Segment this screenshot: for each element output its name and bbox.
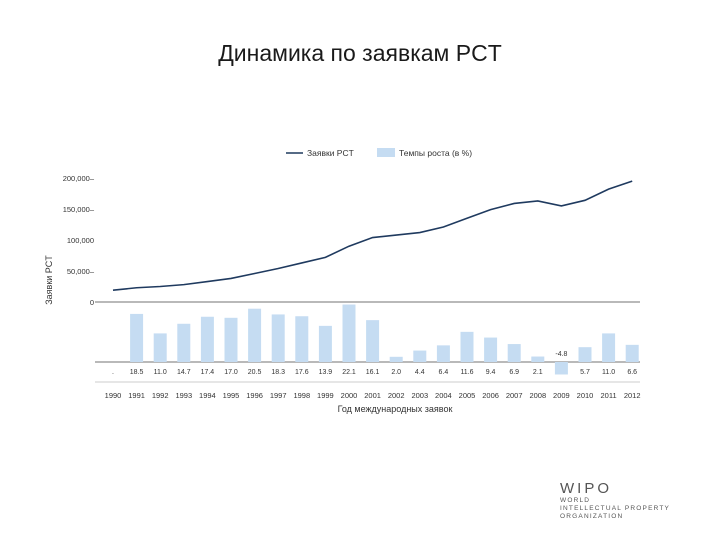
slide-title: Динамика по заявкам PCT [218,40,502,66]
wipo-logo-line-3: ORGANIZATION [560,513,624,520]
growth-bar [318,325,332,362]
bar-value-label: 17.0 [224,369,238,376]
bar-value-label: -4.8 [555,351,567,358]
bar-value-label: 22.1 [342,369,356,376]
bar-value-label: 11.6 [460,369,473,376]
year-label: 2011 [601,391,617,400]
growth-bar [295,316,309,362]
bar-value-label: 13.9 [319,369,333,376]
wipo-logo-line-1: WORLD [560,497,591,504]
bar-value-label: . [112,369,114,376]
bar-value-label: 6.4 [439,369,449,376]
growth-bar [554,362,568,375]
growth-bars [130,304,639,375]
year-label: 2012 [624,391,641,400]
bar-value-label: 18.3 [271,369,285,376]
bar-value-label: 17.4 [201,369,215,376]
applications-line-path [112,180,633,292]
year-label: 2008 [529,391,546,400]
bar-value-label: 17.6 [295,369,309,376]
bar-value-label: 11.0 [602,369,615,376]
growth-bar [177,323,191,362]
bar-value-label: 16.1 [366,369,380,376]
year-label: 2002 [388,391,405,400]
growth-bar [460,331,474,362]
chart-legend: Заявки PCT Темпы роста (в %) [286,148,472,158]
bar-value-label: 9.4 [486,369,496,376]
year-label: 2005 [459,391,476,400]
bar-value-label: 4.4 [415,369,425,376]
year-label: 1991 [128,391,145,400]
y-tick-label: 150,000– [63,205,95,214]
legend-label-applications: Заявки PCT [307,148,354,158]
year-label: 2003 [411,391,428,400]
wipo-logo: WIPO WORLD INTELLECTUAL PROPERTY ORGANIZ… [560,480,710,521]
year-label: 2009 [553,391,570,400]
x-axis-title: Год международных заявок [338,404,453,414]
growth-bar [578,347,592,362]
growth-bar [507,344,521,362]
year-label: 2001 [364,391,381,400]
year-label: 1998 [293,391,310,400]
growth-bar [248,308,262,362]
applications-line [112,180,633,292]
y-axis-title: Заявки PCT [44,255,54,305]
year-label: 1999 [317,391,334,400]
year-label: 2004 [435,391,452,400]
growth-bar [484,337,498,362]
growth-bar [413,350,427,362]
year-label: 1996 [246,391,263,400]
y-tick-label: 0 [90,298,94,307]
growth-bar [625,344,639,362]
year-label: 1990 [105,391,122,400]
chart-labels: . 18.5 11.0 14.7 17.4 17.0 20.5 18.3 17.6 13.9 22.… [105,351,641,414]
year-label: 2000 [341,391,358,400]
bar-value-label: 2.0 [391,369,401,376]
bar-value-label: 20.5 [248,369,262,376]
growth-bar [153,333,167,362]
growth-bar [436,345,450,362]
wipo-logo-line-2: INTELLECTUAL PROPERTY [560,505,671,512]
year-label: 1997 [270,391,287,400]
growth-bar [271,314,285,362]
legend-bar-swatch [377,148,395,157]
legend-label-growth: Темпы роста (в %) [399,148,472,158]
bar-value-label: 5.7 [580,369,590,376]
growth-bar [224,317,238,362]
year-label: 1993 [175,391,192,400]
bar-value-label: 6.9 [509,369,519,376]
bar-value-label: 11.0 [154,369,167,376]
growth-bar [531,356,545,362]
wipo-logo-name: WIPO [560,480,612,497]
growth-bar [366,320,380,362]
growth-bar [130,313,144,362]
growth-bar [389,356,403,362]
growth-bar [602,333,616,362]
year-label: 1995 [223,391,240,400]
bar-value-label: 18.5 [130,369,144,376]
bar-value-label: 14.7 [177,369,191,376]
year-label: 2007 [506,391,523,400]
y-tick-label: 200,000– [63,174,95,183]
year-label: 2006 [482,391,499,400]
y-tick-label: 100,000 [67,236,94,245]
year-label: 1992 [152,391,169,400]
bar-value-label: 2.1 [533,369,543,376]
bar-value-label: 6.6 [627,369,637,376]
y-tick-label: 50,000– [67,267,95,276]
growth-bar [342,304,356,362]
year-label: 2010 [577,391,594,400]
growth-bar [200,316,214,362]
year-label: 1994 [199,391,216,400]
